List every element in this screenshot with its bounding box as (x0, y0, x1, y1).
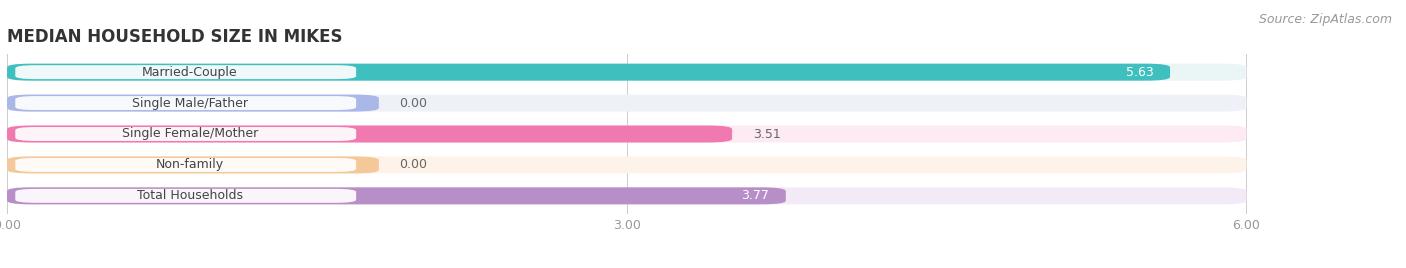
FancyBboxPatch shape (15, 189, 356, 203)
FancyBboxPatch shape (7, 95, 1247, 111)
Text: 3.77: 3.77 (741, 189, 769, 202)
FancyBboxPatch shape (7, 187, 1247, 204)
Text: 0.00: 0.00 (399, 96, 427, 110)
Text: Total Households: Total Households (136, 189, 243, 202)
Text: Single Female/Mother: Single Female/Mother (122, 128, 257, 140)
FancyBboxPatch shape (7, 125, 733, 143)
Text: MEDIAN HOUSEHOLD SIZE IN MIKES: MEDIAN HOUSEHOLD SIZE IN MIKES (7, 28, 343, 46)
FancyBboxPatch shape (7, 157, 1247, 173)
FancyBboxPatch shape (7, 64, 1247, 81)
Text: Single Male/Father: Single Male/Father (132, 96, 247, 110)
FancyBboxPatch shape (7, 157, 378, 173)
FancyBboxPatch shape (15, 158, 356, 172)
Text: Source: ZipAtlas.com: Source: ZipAtlas.com (1258, 13, 1392, 27)
Text: 5.63: 5.63 (1126, 66, 1153, 79)
FancyBboxPatch shape (7, 125, 1247, 143)
Text: 3.51: 3.51 (752, 128, 780, 140)
FancyBboxPatch shape (7, 187, 786, 204)
Text: Non-family: Non-family (156, 158, 224, 172)
FancyBboxPatch shape (15, 127, 356, 141)
FancyBboxPatch shape (15, 96, 356, 110)
Text: 0.00: 0.00 (399, 158, 427, 172)
FancyBboxPatch shape (7, 64, 1170, 81)
Text: Married-Couple: Married-Couple (142, 66, 238, 79)
FancyBboxPatch shape (7, 95, 378, 111)
FancyBboxPatch shape (15, 65, 356, 79)
